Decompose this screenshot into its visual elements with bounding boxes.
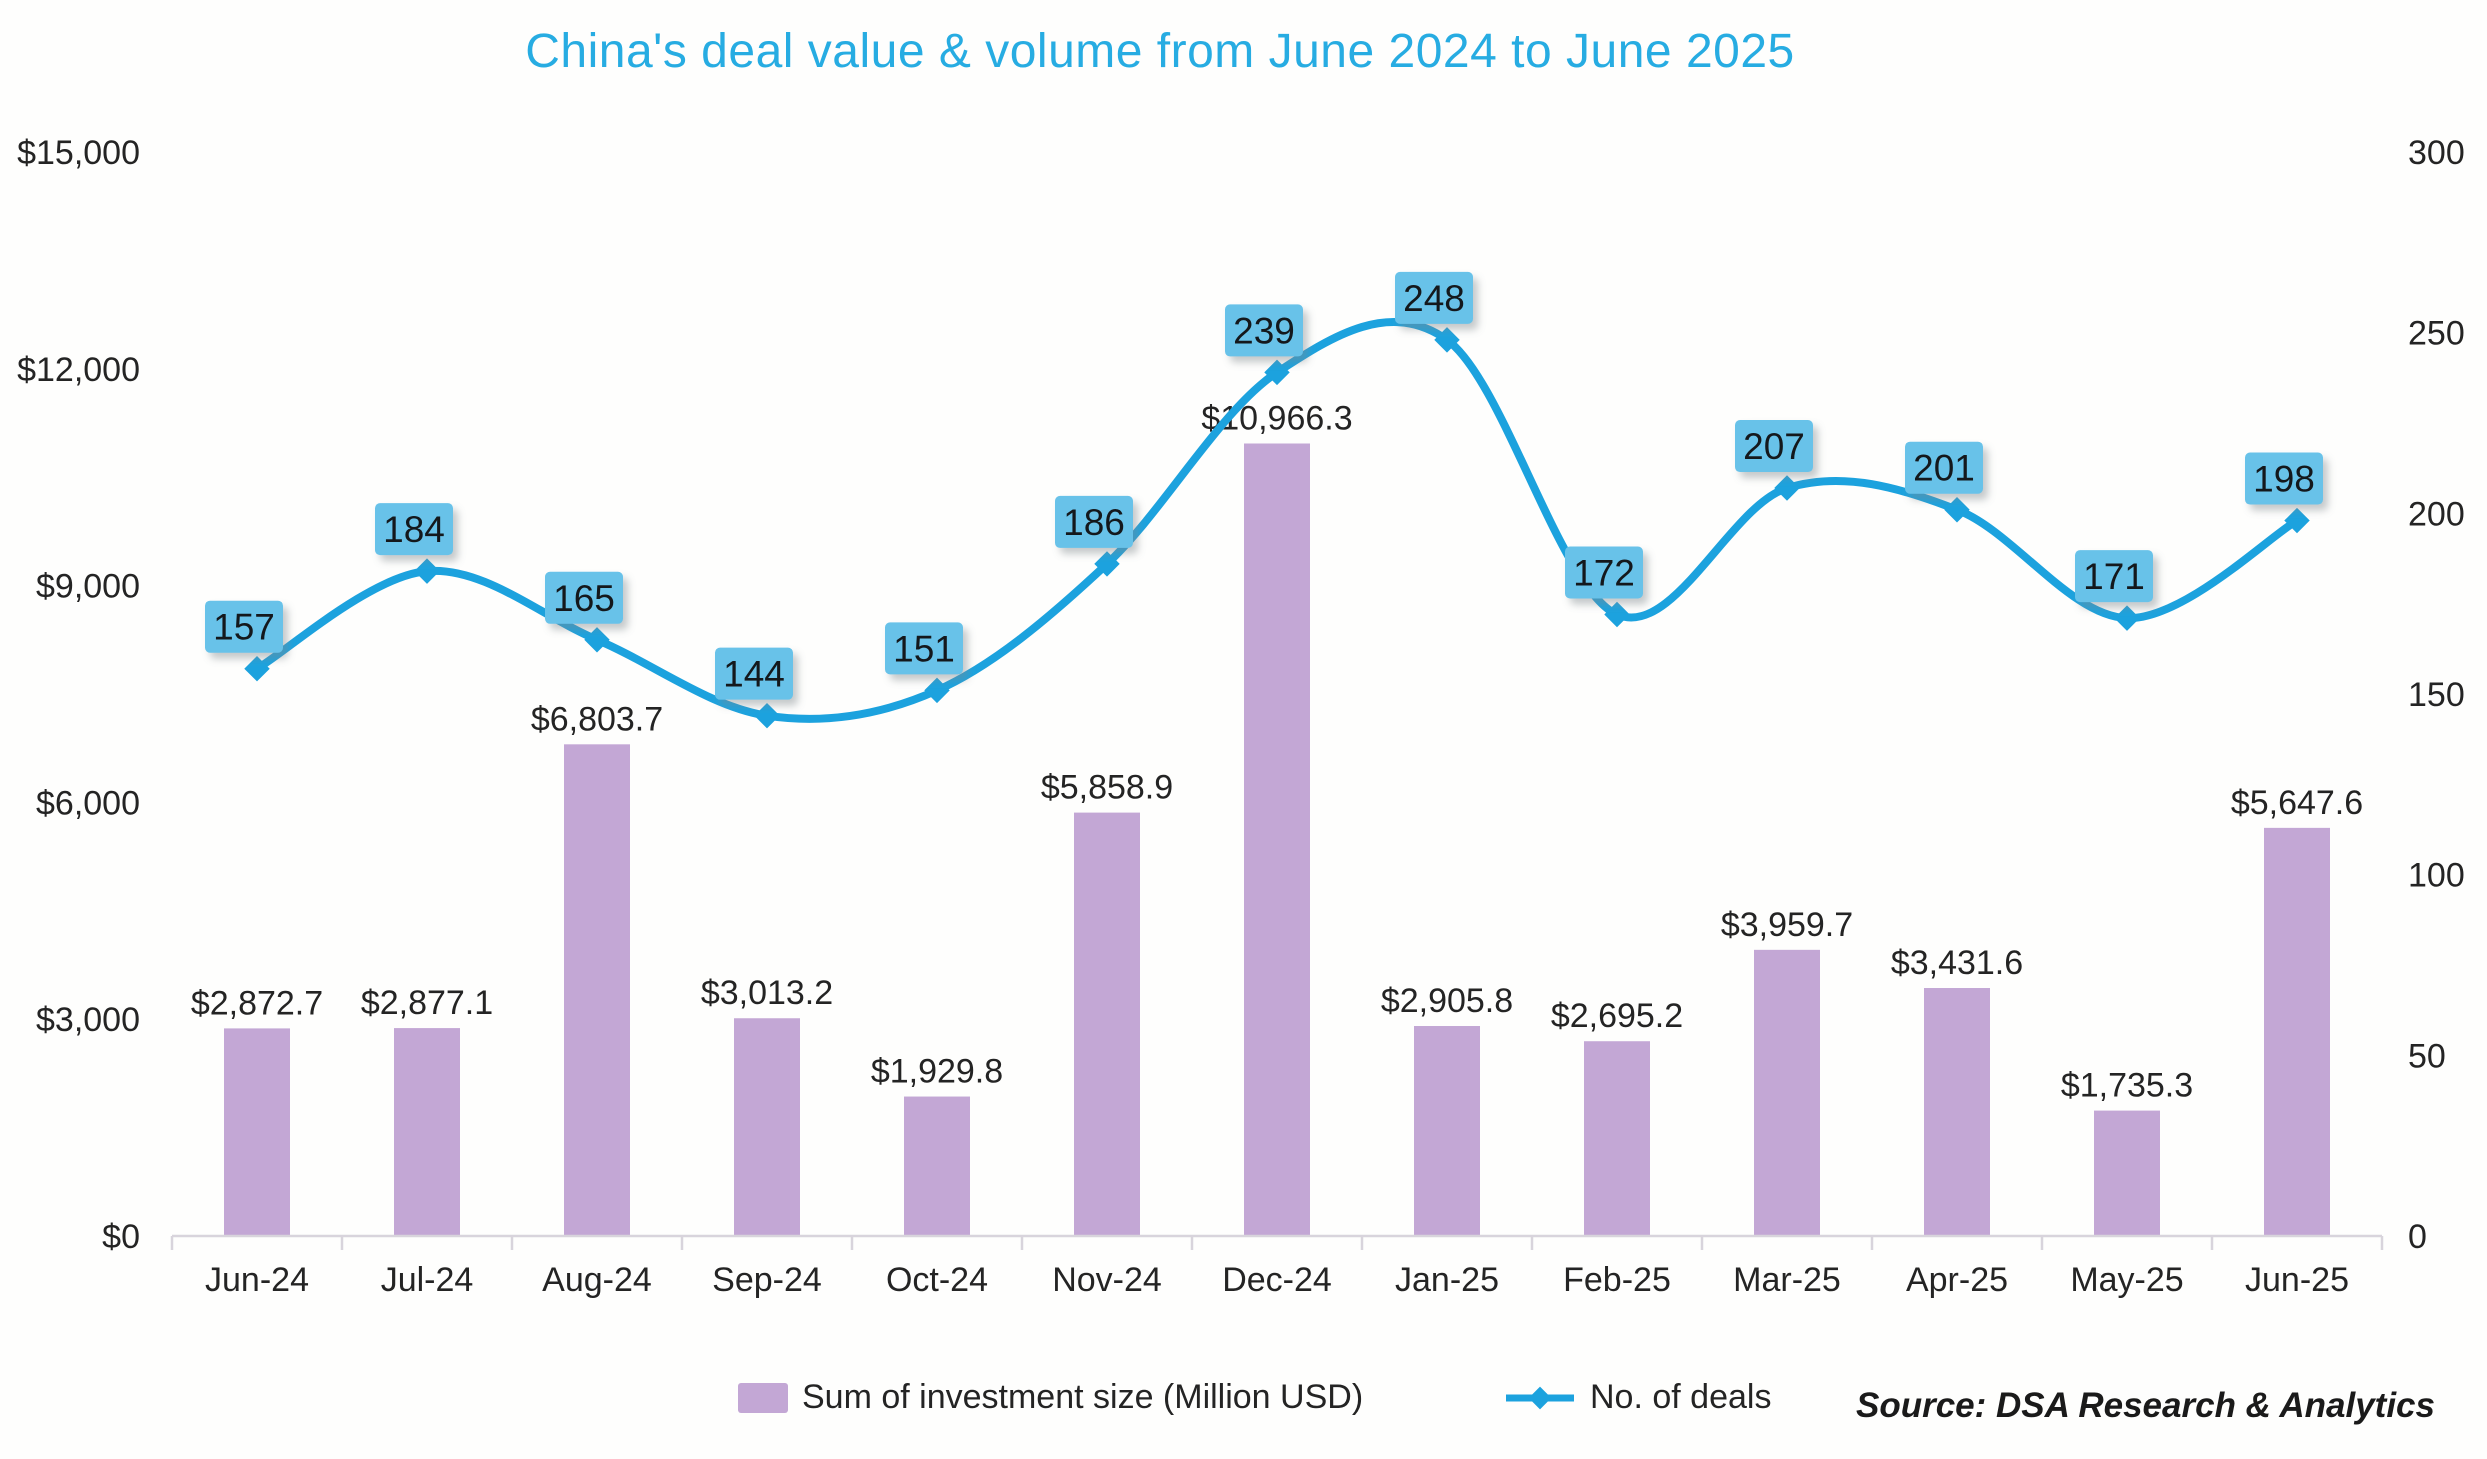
- deals-label: 201: [1913, 448, 1975, 489]
- bar-value-label: $5,647.6: [2231, 784, 2363, 822]
- bar-value-label: $6,803.7: [531, 700, 663, 738]
- deals-label-box: [545, 571, 623, 624]
- bar-value-label: $3,013.2: [701, 974, 833, 1012]
- x-axis-label: May-25: [2070, 1261, 2183, 1299]
- right-axis-tick-label: 150: [2408, 676, 2465, 714]
- deals-label-box: [1565, 546, 1643, 599]
- deals-label: 157: [213, 607, 275, 648]
- deals-label: 248: [1403, 278, 1465, 319]
- deals-marker: [924, 677, 950, 704]
- x-axis-label: Sep-24: [712, 1261, 822, 1299]
- x-axis-label: Mar-25: [1733, 1261, 1841, 1299]
- deals-label: 198: [2253, 459, 2315, 500]
- deals-label: 165: [553, 578, 615, 619]
- left-axis-tick-label: $12,000: [17, 351, 140, 389]
- deals-label-box: [1735, 420, 1813, 473]
- bar: [904, 1096, 970, 1236]
- deals-label: 239: [1233, 310, 1295, 351]
- left-axis-tick-label: $3,000: [36, 1001, 140, 1039]
- bar: [1414, 1026, 1480, 1236]
- left-axis-tick-label: $0: [102, 1218, 140, 1256]
- bar-series-swatch-icon: [738, 1382, 788, 1413]
- bar: [1074, 812, 1140, 1236]
- bar-value-label: $2,905.8: [1381, 982, 1513, 1020]
- x-axis-label: Oct-24: [886, 1261, 988, 1299]
- bar: [394, 1028, 460, 1236]
- deals-marker: [414, 558, 440, 584]
- bar: [1584, 1041, 1650, 1236]
- bar: [2094, 1110, 2160, 1236]
- bar: [564, 744, 630, 1236]
- bar-value-label: $1,735.3: [2061, 1067, 2193, 1105]
- deals-label: 207: [1743, 426, 1805, 467]
- legend-label-deals: No. of deals: [1590, 1378, 1772, 1416]
- deals-marker: [1774, 475, 1800, 501]
- legend-label-investment: Sum of investment size (Million USD): [802, 1378, 1364, 1416]
- line-series-icon: [1506, 1386, 1574, 1409]
- chart-title: China's deal value & volume from June 20…: [525, 25, 1795, 78]
- bar-value-label: $3,959.7: [1721, 906, 1853, 944]
- legend-item-deals: No. of deals: [1504, 1378, 1771, 1417]
- bar: [734, 1018, 800, 1236]
- left-axis-tick-label: $9,000: [36, 568, 140, 606]
- deals-label: 184: [383, 509, 445, 550]
- x-axis-label: Apr-25: [1906, 1261, 2008, 1299]
- x-axis-label: Jan-25: [1395, 1261, 1499, 1299]
- bar-value-label: $2,872.7: [191, 984, 323, 1022]
- bar: [1924, 988, 1990, 1236]
- right-axis-tick-label: 200: [2408, 495, 2465, 533]
- right-axis-tick-label: 50: [2408, 1037, 2446, 1075]
- legend: Sum of investment size (Million USD) No.…: [0, 1378, 2487, 1438]
- x-axis-label: Dec-24: [1222, 1261, 1332, 1299]
- x-axis-label: Aug-24: [542, 1261, 652, 1299]
- bar-value-label: $3,431.6: [1891, 944, 2023, 982]
- deals-label-box: [1905, 441, 1983, 494]
- deals-label-box: [1395, 271, 1473, 324]
- right-axis-tick-label: 100: [2408, 857, 2465, 895]
- deals-label-box: [1225, 304, 1303, 357]
- deals-label: 172: [1573, 553, 1635, 594]
- x-axis-label: Jun-24: [205, 1261, 309, 1299]
- bar-value-label: $2,695.2: [1551, 997, 1683, 1035]
- deals-label-box: [2245, 452, 2323, 505]
- legend-item-investment: Sum of investment size (Million USD): [738, 1378, 1363, 1417]
- source-credit: Source: DSA Research & Analytics: [1855, 1386, 2435, 1425]
- deals-label-box: [1055, 495, 1133, 548]
- bar: [2264, 827, 2330, 1236]
- deals-marker: [584, 627, 610, 653]
- bar: [1754, 949, 1820, 1236]
- deals-marker: [1944, 496, 1970, 523]
- deals-label-box: [2075, 550, 2153, 603]
- bar: [1244, 443, 1310, 1236]
- deals-marker: [754, 702, 780, 729]
- x-axis-label: Feb-25: [1563, 1261, 1671, 1299]
- left-axis-tick-label: $15,000: [17, 134, 140, 172]
- x-axis-label: Jul-24: [381, 1261, 474, 1299]
- deals-label: 171: [2083, 556, 2145, 597]
- right-axis-tick-label: 0: [2408, 1218, 2427, 1256]
- right-axis-tick-label: 250: [2408, 315, 2465, 353]
- deals-label: 186: [1063, 502, 1125, 543]
- bar-value-label: $1,929.8: [871, 1053, 1003, 1091]
- bar: [224, 1028, 290, 1236]
- x-axis-label: Jun-25: [2245, 1261, 2349, 1299]
- deals-marker: [2114, 605, 2140, 631]
- deals-label: 151: [893, 628, 955, 669]
- left-axis-tick-label: $6,000: [36, 784, 140, 822]
- deals-marker: [244, 655, 270, 682]
- x-axis-label: Nov-24: [1052, 1261, 1162, 1299]
- deals-label-box: [885, 622, 963, 675]
- deals-label-box: [715, 647, 793, 700]
- bar-value-label: $2,877.1: [361, 984, 493, 1022]
- deals-label-box: [205, 600, 283, 653]
- bar-value-label: $5,858.9: [1041, 769, 1173, 807]
- deals-label-box: [375, 503, 453, 556]
- deals-label: 144: [723, 654, 785, 695]
- right-axis-tick-label: 300: [2408, 134, 2465, 172]
